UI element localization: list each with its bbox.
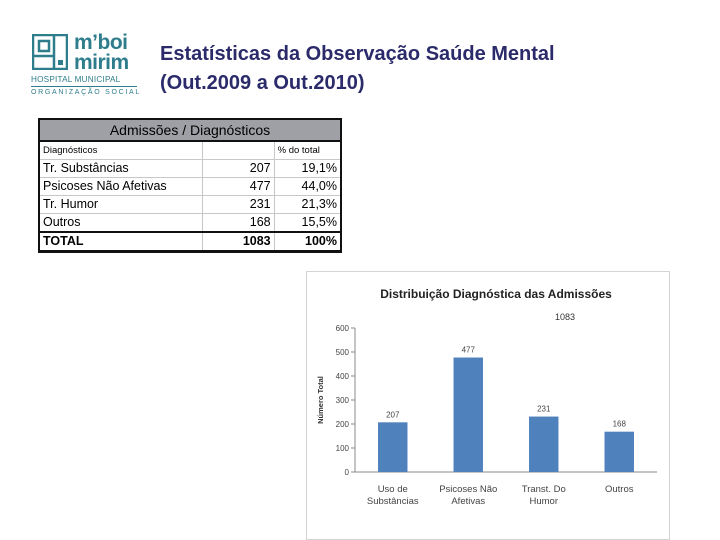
bar-value-label: 207 [386,410,400,419]
bar [453,357,483,472]
y-tick-label: 500 [336,348,350,357]
column-header-pct: % do total [273,140,342,160]
total-label: TOTAL [37,231,203,253]
row-count: 168 [201,213,275,233]
logo-subtitle: HOSPITAL MUNICIPAL [31,75,121,84]
admissions-table: Admissões / Diagnósticos Diagnósticos % … [37,118,342,253]
x-tick-label: Outros [605,484,634,495]
x-tick-label: Psicoses Não [439,484,497,495]
table-caption-row: Admissões / Diagnósticos [38,118,342,142]
bar-value-label: 477 [462,346,476,355]
logo-org: ORGANIZAÇÃO SOCIAL [31,89,141,96]
y-tick-label: 300 [336,396,350,405]
row-count: 231 [201,195,275,214]
row-label: Psicoses Não Afetivas [37,177,203,196]
total-count: 1083 [201,231,275,253]
row-pct: 15,5% [273,213,342,233]
column-header-count [201,140,275,160]
row-count: 207 [201,159,275,178]
y-tick-label: 200 [336,420,350,429]
bar [378,422,408,472]
table-row: Tr. Humor 231 21,3% [37,195,342,214]
x-tick-label: Afetivas [451,496,485,507]
x-tick-label: Transt. Do [522,484,566,495]
table-total-row: TOTAL 1083 100% [37,231,342,253]
table-row: Outros 168 15,5% [37,213,342,233]
diagnosis-chart-svg: Distribuição Diagnóstica das Admissões 10… [316,287,657,507]
table-caption: Admissões / Diagnósticos [38,118,342,142]
logo-mark-icon [32,34,68,70]
y-tick-label: 400 [336,372,350,381]
diagnosis-chart: Distribuição Diagnóstica das Admissões 10… [306,271,670,540]
row-pct: 21,3% [273,195,342,214]
bar [529,416,559,472]
x-tick-label: Uso de [378,484,408,495]
y-tick-label: 600 [336,324,350,333]
hospital-logo: m’boi mirim HOSPITAL MUNICIPAL ORGANIZAÇ… [28,30,140,102]
admissions-table-grid: Admissões / Diagnósticos Diagnósticos % … [37,118,342,253]
page-title: Estatísticas da Observação Saúde Mental … [160,40,680,98]
y-axis-label: Número Total [316,376,325,424]
row-count: 477 [201,177,275,196]
bar-value-label: 231 [537,405,551,414]
table-row: Psicoses Não Afetivas 477 44,0% [37,177,342,196]
y-tick-label: 0 [345,468,350,477]
chart-title: Distribuição Diagnóstica das Admissões [380,287,612,301]
page-title-line1: Estatísticas da Observação Saúde Mental [160,43,555,65]
total-pct: 100% [273,231,342,253]
row-pct: 19,1% [273,159,342,178]
bar-value-label: 168 [613,420,627,429]
logo-brand-line1: m’boi [74,31,128,54]
table-row: Tr. Substâncias 207 19,1% [37,159,342,178]
row-label: Tr. Humor [37,195,203,214]
x-tick-label: Humor [529,496,558,507]
bar [604,431,634,472]
row-label: Tr. Substâncias [37,159,203,178]
table-header-row: Diagnósticos % do total [37,140,342,160]
column-header-diagnosis: Diagnósticos [37,140,203,160]
logo-divider [31,86,137,87]
row-label: Outros [37,213,203,233]
row-pct: 44,0% [273,177,342,196]
x-tick-label: Substâncias [367,496,419,507]
logo-brand-line2: mirim [74,51,129,74]
y-tick-label: 100 [336,444,350,453]
page-title-line2: (Out.2009 a Out.2010) [160,72,365,94]
chart-annotation-total: 1083 [555,312,575,322]
